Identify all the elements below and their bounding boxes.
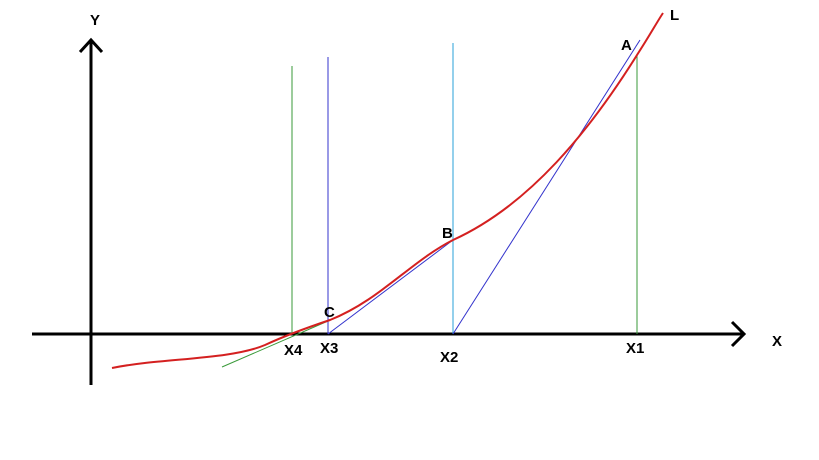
x-mark-label: X2 [440, 349, 458, 366]
tangent-c [221, 317, 336, 368]
point-label: C [324, 304, 335, 321]
point-label: B [442, 225, 453, 242]
tangent-b [327, 239, 454, 335]
y-axis-label: Y [90, 12, 100, 29]
point-label: A [621, 37, 632, 54]
x-mark-label: X1 [626, 340, 644, 357]
curve [111, 12, 664, 369]
curve-label: L [670, 7, 679, 24]
x-mark-label: X3 [320, 340, 338, 357]
tangent-a [452, 39, 641, 335]
x-axis-label: X [772, 333, 782, 350]
x-arrow [730, 320, 747, 348]
x-mark-label: X4 [284, 342, 303, 359]
y-arrow [78, 37, 104, 54]
